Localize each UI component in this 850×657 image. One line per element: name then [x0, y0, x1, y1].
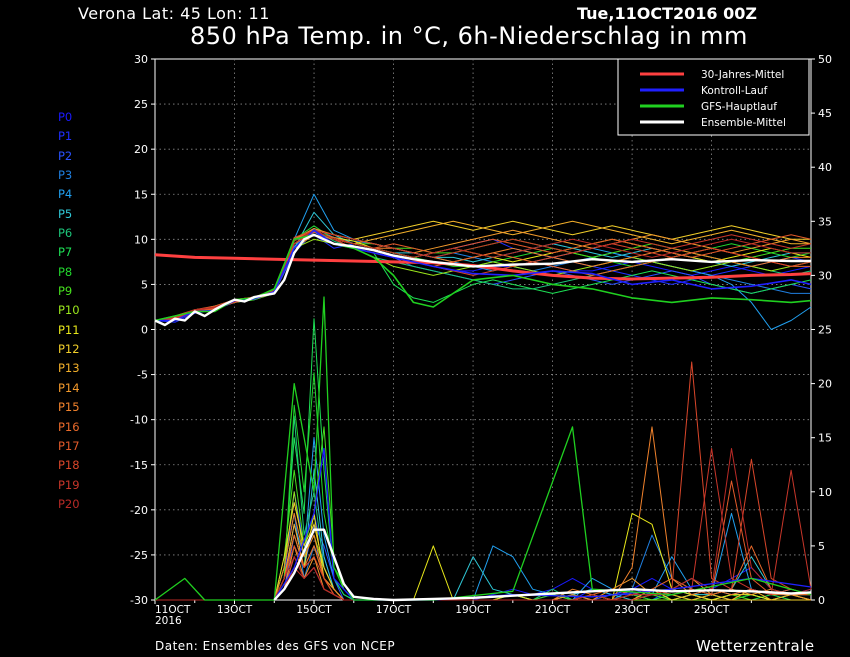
x-tick-label: 21OCT [535, 604, 571, 616]
member-label-p4: P4 [58, 187, 73, 202]
member-label-p19: P19 [58, 477, 80, 492]
member-label-p13: P13 [58, 361, 80, 376]
climate-mean-line [154, 253, 812, 281]
member-label-p7: P7 [58, 245, 73, 260]
y-right-tick-label: 15 [818, 432, 832, 445]
y-right-tick-label: 30 [818, 269, 832, 282]
x-tick-label: 17OCT [376, 604, 412, 616]
member-label-p14: P14 [58, 380, 80, 395]
y-left-tick-label: 30 [134, 53, 148, 66]
x-tick-label: 25OCT [694, 604, 730, 616]
data-source: Daten: Ensembles des GFS von NCEP [155, 639, 396, 653]
y-left-tick-label: 25 [134, 98, 148, 111]
member-label-p15: P15 [58, 400, 80, 415]
x-year-label: 2016 [155, 615, 182, 627]
x-tick-label: 15OCT [296, 604, 332, 616]
member-list: P0 P1 P2 P3 P4 P5 P6 P7 P8 P9 P10 P11 P12 P13 P14 P15 P1… [58, 110, 80, 516]
x-tick-label: 23OCT [614, 604, 650, 616]
member-label-p0: P0 [58, 110, 73, 124]
member-label-p17: P17 [58, 438, 80, 453]
y-left-tick-label: 10 [134, 233, 148, 246]
y-right-tick-label: 25 [818, 324, 832, 337]
member-label-p11: P11 [58, 322, 80, 337]
y-left-tick-label: -25 [130, 549, 148, 562]
member-label-p18: P18 [58, 458, 80, 473]
y-left-tick-label: -15 [130, 459, 148, 472]
x-tick-label: 11OCT [155, 604, 191, 616]
y-right-tick-label: 40 [818, 161, 832, 174]
y-left-tick-label: -5 [137, 369, 148, 382]
y-left-tick-label: -20 [130, 504, 148, 517]
legend-entry: GFS-Hauptlauf [701, 101, 777, 113]
ensemble-mean-temp-line [154, 233, 811, 327]
location-label: Verona Lat: 45 Lon: 11 [78, 4, 270, 23]
member-label-p8: P8 [58, 264, 73, 279]
y-right-tick-label: 5 [818, 540, 825, 553]
member-label-p5: P5 [58, 206, 73, 221]
plot-frame [154, 58, 812, 601]
legend-entry: Kontroll-Lauf [701, 85, 768, 97]
y-right-tick-label: 0 [818, 594, 825, 607]
member-label-p16: P16 [58, 419, 80, 434]
y-left-tick-label: 20 [134, 143, 148, 156]
brand-label: Wetterzentrale [696, 637, 815, 655]
chart-title: 850 hPa Temp. in °C, 6h-Niederschlag in … [190, 22, 748, 50]
member-label-p10: P10 [58, 303, 80, 318]
run-date: Tue,11OCT2016 00Z [577, 4, 757, 23]
member-label-p3: P3 [58, 168, 73, 183]
y-left-tick-label: -10 [130, 414, 148, 427]
member-label-p6: P6 [58, 226, 73, 241]
legend-entry: Ensemble-Mittel [701, 117, 786, 129]
y-right-tick-label: 45 [818, 107, 832, 120]
y-right-tick-label: 10 [818, 486, 832, 499]
member-label-p12: P12 [58, 342, 80, 357]
y-right-tick-label: 20 [818, 378, 832, 391]
member-label-p9: P9 [58, 284, 73, 299]
ensemble-mean-precip-line [273, 528, 812, 602]
y-left-tick-label: 0 [141, 324, 148, 337]
x-tick-label: 19OCT [455, 604, 491, 616]
y-left-tick-label: 15 [134, 188, 148, 201]
y-right-tick-label: 35 [818, 215, 832, 228]
y-right-tick-label: 50 [818, 53, 832, 66]
x-tick-label: 13OCT [217, 604, 253, 616]
y-left-tick-label: -30 [130, 594, 148, 607]
y-left-tick-label: 5 [141, 278, 148, 291]
member-label-p20: P20 [58, 496, 80, 511]
member-label-p2: P2 [58, 148, 73, 163]
member-label-p1: P1 [58, 129, 73, 144]
legend-entry: 30-Jahres-Mittel [701, 69, 784, 81]
